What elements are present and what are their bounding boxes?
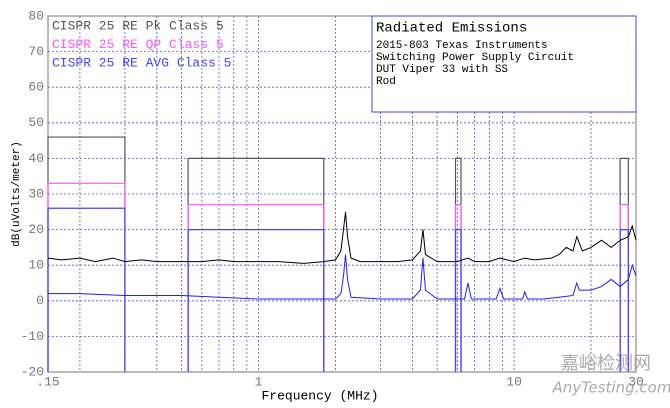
y-tick-label: 10 bbox=[28, 258, 44, 273]
y-tick-label: 80 bbox=[28, 8, 44, 23]
x-tick-label: 30 bbox=[628, 374, 644, 389]
annotation-box bbox=[371, 15, 637, 113]
watermark: AnyTesting.com bbox=[552, 379, 670, 397]
y-tick-label: -10 bbox=[21, 329, 44, 344]
y-tick-label: 20 bbox=[28, 222, 44, 237]
annotation-title: Radiated Emissions bbox=[376, 21, 527, 37]
limit-band bbox=[454, 229, 462, 372]
x-tick-label: 1 bbox=[255, 374, 263, 389]
y-tick-label: 60 bbox=[28, 80, 44, 95]
legend-entry: CISPR 25 RE QP Class 5 bbox=[52, 37, 224, 52]
x-axis-label: Frequency (MHz) bbox=[261, 388, 378, 403]
annotation-line: Rod bbox=[376, 76, 396, 88]
annotation-line: DUT Viper 33 with SS bbox=[376, 64, 508, 76]
y-tick-label: -20 bbox=[21, 364, 44, 379]
y-axis-label: dB(uVolts/meter) bbox=[11, 141, 23, 247]
y-tick-label: 70 bbox=[28, 44, 44, 59]
y-tick-label: 50 bbox=[28, 115, 44, 130]
limit-band bbox=[187, 229, 325, 372]
x-tick-label: 10 bbox=[506, 374, 522, 389]
trace bbox=[48, 254, 637, 300]
legend-entry: CISPR 25 RE AVG Class 5 bbox=[52, 55, 231, 70]
limit-band bbox=[619, 229, 629, 372]
y-tick-label: 30 bbox=[28, 186, 44, 201]
trace bbox=[47, 211, 637, 264]
y-tick-label: 0 bbox=[36, 293, 44, 308]
watermark: 嘉峪检测网 bbox=[561, 353, 651, 374]
limit-band bbox=[47, 182, 126, 372]
x-tick-label: .15 bbox=[36, 374, 59, 389]
annotation-line: 2015-803 Texas Instruments bbox=[376, 40, 548, 52]
legend-entry: CISPR 25 RE Pk Class 5 bbox=[52, 18, 224, 33]
annotation-line: Switching Power Supply Circuit bbox=[376, 52, 574, 64]
limit-band bbox=[47, 207, 126, 372]
y-tick-label: 40 bbox=[28, 151, 44, 166]
